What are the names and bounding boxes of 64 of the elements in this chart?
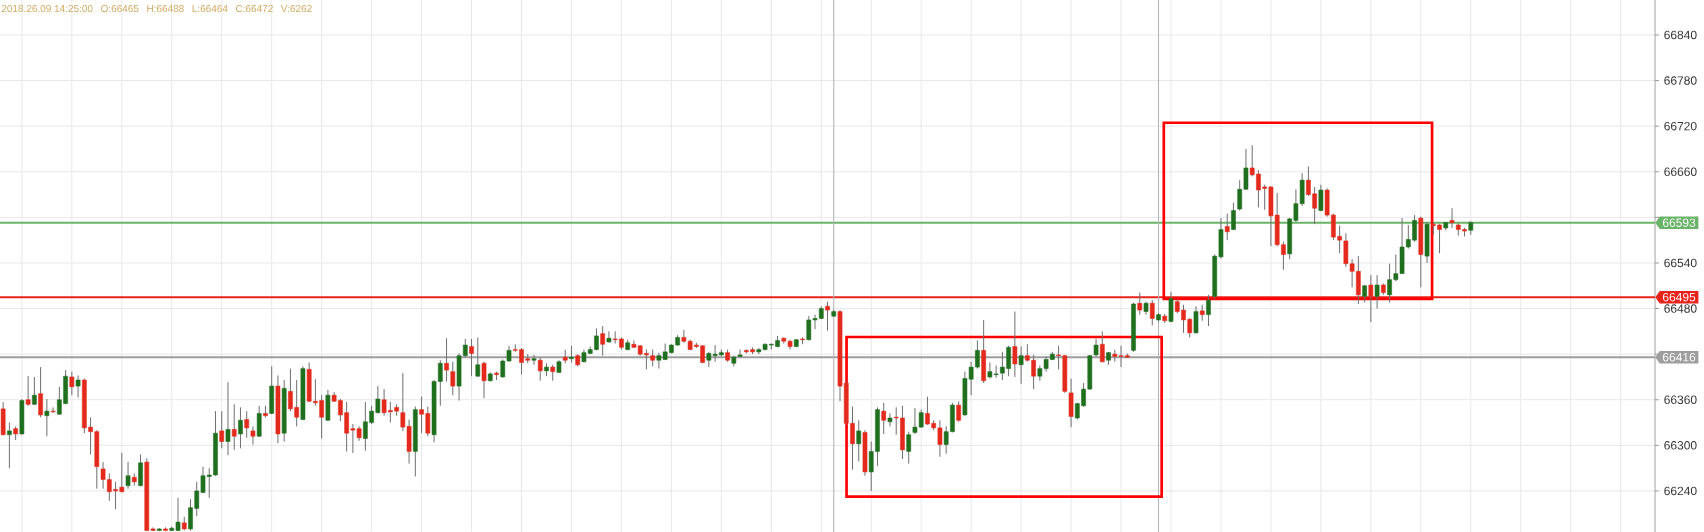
candlestick (469, 338, 474, 377)
annotation: H:66488 (147, 5, 184, 13)
candlestick (1068, 377, 1074, 428)
candlestick (244, 410, 250, 439)
annotation: L:66464 (192, 5, 228, 13)
ref-line-label: 66416 (1662, 352, 1696, 362)
candlestick (537, 357, 543, 382)
candlestick (69, 371, 75, 396)
candlestick (38, 366, 43, 418)
candlestick (1224, 213, 1230, 241)
candlestick (475, 336, 481, 378)
candlestick (125, 461, 131, 490)
y-tick-label: 66660 (1664, 167, 1697, 177)
candlestick (138, 453, 143, 487)
candlestick (231, 403, 237, 451)
candlestick (737, 349, 743, 358)
ref-line-label: 66495 (1662, 292, 1696, 302)
annotation: 2018.26.09 14:25:00 (1, 5, 93, 13)
candlestick (1318, 184, 1324, 212)
candlestick (238, 406, 243, 449)
annotation: O:66465 (101, 5, 139, 13)
candlestick (906, 431, 912, 465)
ref-line-label: 66593 (1662, 218, 1696, 227)
candlestick (450, 361, 456, 396)
candlestick (1374, 274, 1380, 310)
candlestick (481, 361, 487, 399)
candlestick (887, 412, 893, 427)
candlestick (1449, 207, 1455, 229)
candlestick (1018, 346, 1024, 385)
y-tick-label: 66840 (1664, 30, 1697, 40)
candlestick (32, 376, 37, 406)
y-tick-label: 66720 (1664, 121, 1697, 131)
annotation: C:66472 (235, 5, 273, 13)
candlestick (256, 405, 262, 438)
candlestick (1099, 330, 1105, 364)
candlestick (531, 354, 537, 366)
y-tick-label: 66240 (1664, 486, 1697, 496)
candlestick (219, 410, 225, 449)
candlestick (50, 406, 56, 414)
candlestick (1149, 299, 1155, 326)
candlestick (956, 400, 961, 423)
candlestick (825, 301, 830, 332)
candlestick (44, 398, 50, 437)
annotation: V:6262 (280, 5, 312, 13)
candlestick (225, 381, 231, 456)
candlestick (1168, 291, 1174, 323)
candlestick (1193, 305, 1199, 335)
candlestick (250, 425, 256, 446)
y-tick-label: 66780 (1664, 76, 1697, 85)
candlestick (444, 337, 449, 383)
y-tick-label: 66480 (1664, 304, 1697, 313)
candlestick (1206, 294, 1211, 327)
candlestick (606, 330, 612, 344)
candlestick (25, 375, 31, 407)
y-tick-label: 66540 (1664, 258, 1697, 268)
candlestick (856, 419, 862, 462)
candlestick (7, 422, 12, 469)
y-tick-label: 66360 (1664, 395, 1697, 405)
candlestick (600, 325, 606, 357)
candlestick (1231, 202, 1236, 231)
candlestick (75, 374, 81, 398)
y-tick-label: 66300 (1664, 441, 1697, 450)
candlestick (1012, 311, 1018, 378)
candlestick (881, 402, 887, 435)
